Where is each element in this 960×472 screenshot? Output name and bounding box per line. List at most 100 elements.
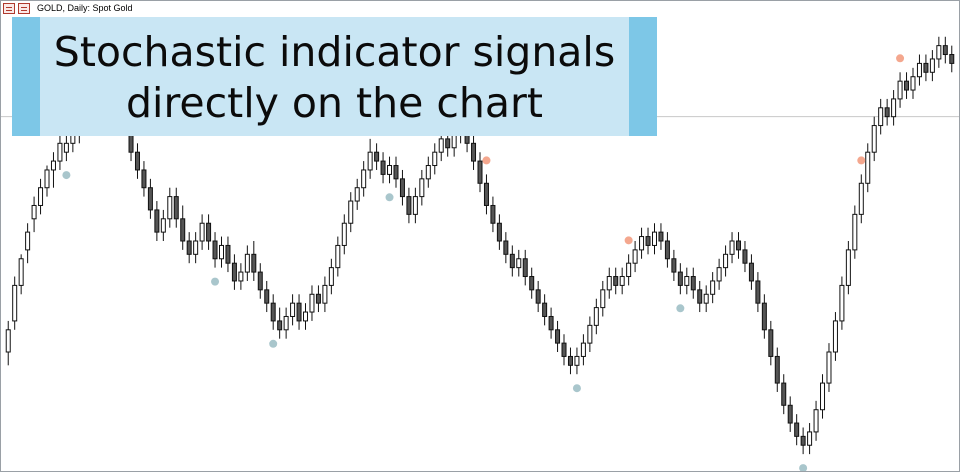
candle bbox=[315, 285, 321, 313]
candle-body bbox=[425, 165, 431, 180]
sell-signal-dot bbox=[624, 236, 633, 245]
candle bbox=[736, 232, 742, 259]
candle-body bbox=[852, 213, 858, 251]
candle-body bbox=[697, 289, 703, 304]
candle bbox=[781, 374, 787, 415]
candle-body bbox=[154, 209, 160, 233]
sell-signal-dot bbox=[896, 54, 905, 63]
candle-body bbox=[277, 320, 283, 331]
candle-body bbox=[315, 293, 321, 304]
candle bbox=[748, 254, 754, 290]
buy-signal-dot bbox=[269, 339, 278, 348]
candle bbox=[858, 174, 864, 224]
candle-body bbox=[206, 222, 212, 242]
candle bbox=[729, 232, 735, 264]
candle-body bbox=[503, 240, 509, 255]
candle bbox=[367, 138, 373, 179]
candle-body bbox=[587, 324, 593, 344]
candle bbox=[949, 45, 955, 73]
candle bbox=[270, 294, 276, 330]
candle-body bbox=[949, 54, 955, 64]
candle-body bbox=[5, 329, 11, 353]
candle bbox=[277, 307, 283, 339]
candle bbox=[516, 249, 522, 277]
candle-body bbox=[522, 258, 528, 278]
candle-body bbox=[225, 244, 231, 264]
candle bbox=[471, 134, 477, 170]
candle bbox=[257, 263, 263, 299]
candle-body bbox=[348, 200, 354, 224]
symbol-label: GOLD, Daily: Spot Gold bbox=[37, 3, 133, 13]
candle bbox=[264, 280, 270, 313]
candle-body bbox=[380, 160, 386, 175]
candle-body bbox=[768, 329, 774, 357]
candle-body bbox=[690, 276, 696, 291]
candle bbox=[290, 294, 296, 326]
candle-body bbox=[374, 151, 380, 162]
candle-body bbox=[238, 271, 244, 282]
candle-body bbox=[671, 258, 677, 273]
candle-body bbox=[600, 289, 606, 309]
candle-body bbox=[290, 302, 296, 317]
candle bbox=[354, 178, 360, 210]
candle bbox=[794, 414, 800, 446]
candle bbox=[574, 347, 580, 375]
candle-body bbox=[787, 404, 793, 424]
candle-body bbox=[199, 222, 205, 242]
candle-body bbox=[639, 236, 645, 251]
candle bbox=[348, 192, 354, 233]
candle-body bbox=[800, 435, 806, 446]
document-list-icon[interactable] bbox=[3, 2, 15, 14]
candle-body bbox=[794, 422, 800, 437]
candle bbox=[548, 307, 554, 339]
candle-body bbox=[651, 231, 657, 246]
candle bbox=[658, 223, 664, 250]
candle bbox=[677, 263, 683, 295]
candle bbox=[193, 232, 199, 264]
candle bbox=[567, 347, 573, 375]
candle bbox=[813, 400, 819, 441]
candle-body bbox=[38, 187, 44, 206]
candle bbox=[328, 258, 334, 295]
candle-body bbox=[445, 138, 451, 149]
candle bbox=[18, 254, 24, 295]
buy-signal-dot bbox=[676, 304, 685, 313]
candle-body bbox=[432, 151, 438, 167]
candle-body bbox=[542, 302, 548, 317]
candle bbox=[807, 423, 813, 455]
candle bbox=[425, 156, 431, 188]
candle bbox=[703, 285, 709, 313]
candle bbox=[910, 67, 916, 99]
candle-body bbox=[729, 240, 735, 255]
candle bbox=[374, 143, 380, 170]
candle bbox=[361, 161, 367, 197]
candle bbox=[160, 209, 166, 241]
candle-body bbox=[555, 329, 561, 344]
candle bbox=[309, 285, 315, 321]
candle-body bbox=[820, 382, 826, 411]
candle-body bbox=[406, 196, 412, 215]
chart-window-icon[interactable] bbox=[18, 2, 30, 14]
candle-body bbox=[761, 302, 767, 331]
candle-body bbox=[723, 253, 729, 269]
candle-body bbox=[658, 231, 664, 242]
banner-left-edge bbox=[12, 17, 40, 136]
candle bbox=[613, 267, 619, 295]
candle bbox=[690, 267, 696, 299]
candle-body bbox=[580, 342, 586, 357]
candle bbox=[897, 72, 903, 108]
candle-body bbox=[871, 125, 877, 153]
candle-body bbox=[626, 262, 632, 278]
candle-body bbox=[147, 187, 153, 211]
candle-body bbox=[923, 62, 929, 73]
candle bbox=[57, 134, 63, 170]
candle-body bbox=[916, 62, 922, 78]
candle bbox=[723, 245, 729, 277]
candle bbox=[38, 178, 44, 215]
candle-body bbox=[303, 311, 309, 322]
candle bbox=[852, 205, 858, 259]
candle-body bbox=[619, 276, 625, 286]
banner-line-2: directly on the chart bbox=[126, 79, 543, 127]
